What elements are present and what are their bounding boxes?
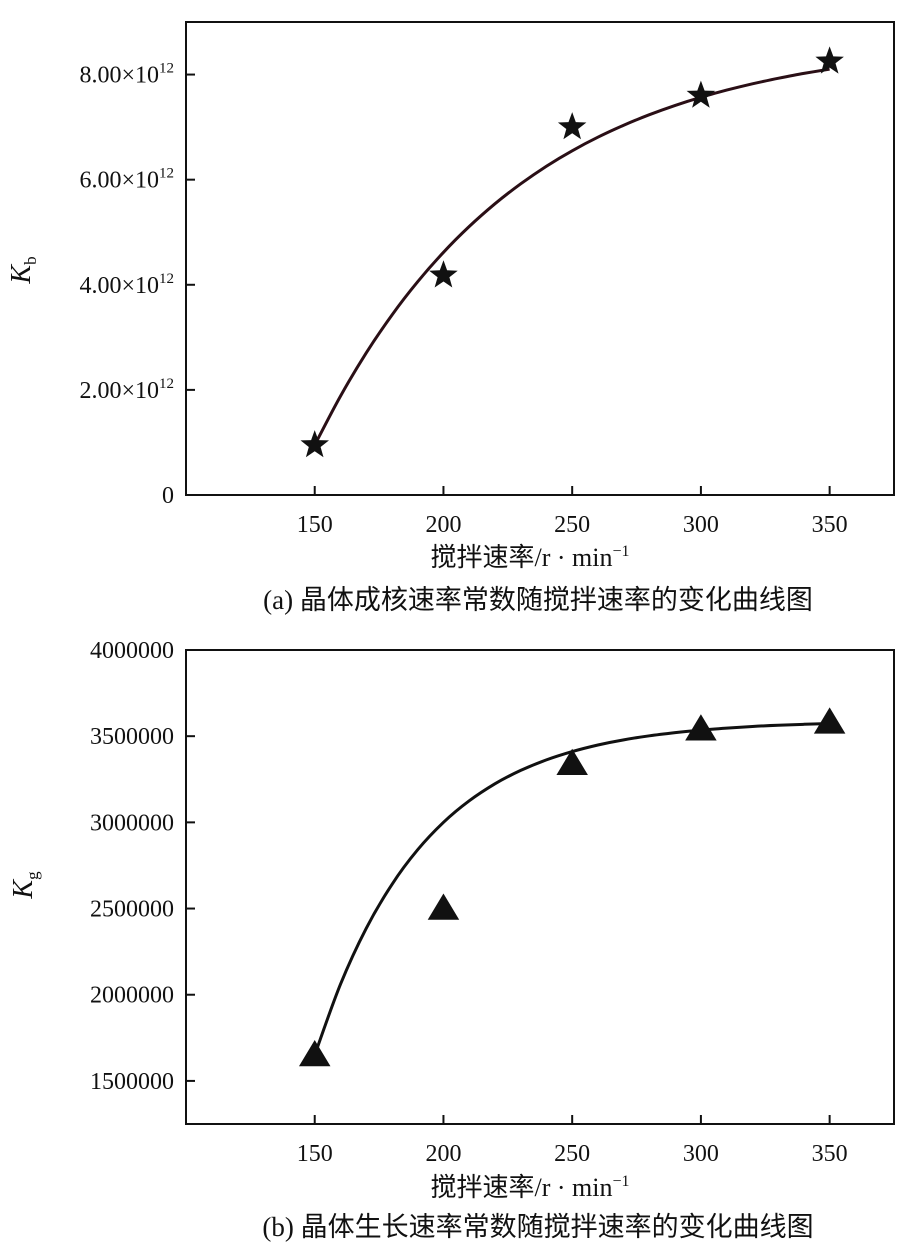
x-tick-label: 300 xyxy=(683,1141,719,1167)
y-tick-label: 6.00×1012 xyxy=(79,166,174,194)
y-tick-label: 4.00×1012 xyxy=(79,271,174,299)
y-tick-label: 2.00×1012 xyxy=(79,376,174,404)
y-tick-label: 3500000 xyxy=(90,724,174,750)
fit-curve xyxy=(313,67,830,446)
x-tick-label: 250 xyxy=(554,512,590,538)
data-point-triangle xyxy=(685,714,717,741)
x-axis-title: 搅拌速率/r · min−1 xyxy=(430,543,629,572)
y-tick-label: 3000000 xyxy=(90,810,174,836)
data-point-star xyxy=(300,430,329,458)
plot-frame xyxy=(185,649,895,1125)
y-tick-label: 8.00×1012 xyxy=(79,61,174,89)
y-tick-label: 2500000 xyxy=(90,897,174,923)
x-tick-label: 200 xyxy=(425,1141,461,1167)
x-tick-label: 350 xyxy=(812,1141,848,1167)
data-point-triangle xyxy=(298,1040,331,1067)
panel-b: 150 200 250 300 350 1500000 2000000 2500000 3000… xyxy=(8,638,895,1242)
data-point-triangle xyxy=(427,893,460,920)
data-point-triangle xyxy=(556,748,588,776)
x-tick-label: 350 xyxy=(812,512,848,538)
x-axis-title: 搅拌速率/r · min−1 xyxy=(430,1173,629,1202)
x-tick-label: 150 xyxy=(297,1141,333,1167)
y-tick-label: 4000000 xyxy=(90,638,174,664)
x-tick-label: 250 xyxy=(554,1141,590,1167)
y-tick-label: 1500000 xyxy=(90,1069,174,1095)
data-point-star xyxy=(815,46,844,74)
panel-caption: (b) 晶体生长速率常数随搅拌速率的变化曲线图 xyxy=(262,1212,813,1242)
data-point-star xyxy=(686,80,716,108)
panel-caption: (a) 晶体成核速率常数随搅拌速率的变化曲线图 xyxy=(263,585,813,615)
plot-frame xyxy=(185,21,895,496)
x-tick-label: 200 xyxy=(425,512,461,538)
x-tick-label: 150 xyxy=(297,512,333,538)
data-point-triangle xyxy=(813,707,846,734)
panel-a: 150 200 250 300 350 0 2.00×1012 4.00×1012 6.00×1… xyxy=(6,21,895,615)
data-point-star xyxy=(557,112,587,140)
y-tick-label: 0 xyxy=(162,483,174,509)
y-axis-title: Kb xyxy=(6,256,40,284)
data-point-star xyxy=(429,260,458,288)
y-tick-label: 2000000 xyxy=(90,983,174,1009)
x-tick-label: 300 xyxy=(683,512,719,538)
y-axis-title: Kg xyxy=(8,871,42,900)
